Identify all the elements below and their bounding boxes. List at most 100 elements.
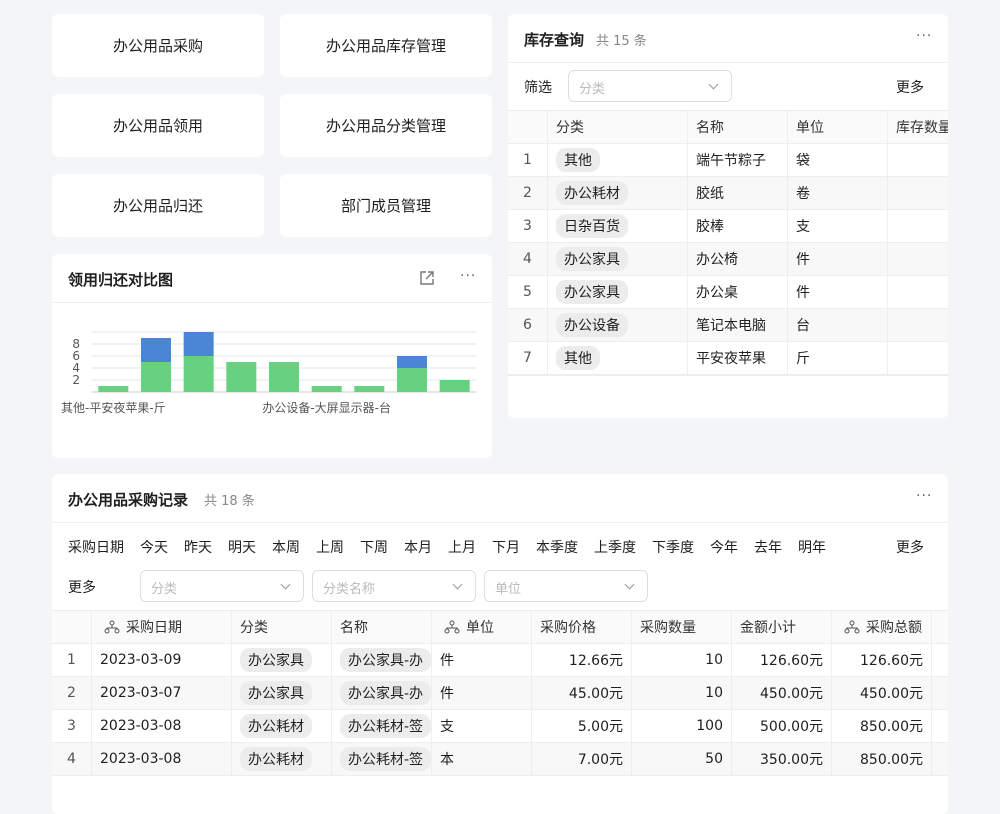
table-cell: 斤: [788, 342, 888, 375]
date-options: 今天 昨天 明天 本周 上周 下周 本月 上月 下月 本季度 上季度 下季度 今年 去年 明年: [140, 537, 826, 557]
date-option[interactable]: 上季度: [594, 540, 636, 556]
more-icon[interactable]: ···: [916, 488, 933, 504]
more-button[interactable]: 更多: [896, 540, 924, 556]
table-cell: 日杂百货: [548, 210, 688, 243]
table-cell: 办公家具: [232, 644, 332, 677]
date-option[interactable]: 明天: [228, 540, 256, 556]
header-cell: 采购价格: [532, 611, 632, 644]
cell-text: 850.00元: [860, 719, 923, 735]
table-cell: [888, 276, 948, 309]
date-option[interactable]: 本周: [272, 540, 300, 556]
filter-select[interactable]: 分类: [140, 570, 304, 602]
more-icon[interactable]: ···: [460, 268, 477, 284]
nav-button[interactable]: 办公用品领用: [52, 94, 264, 157]
card-title: 库存查询: [524, 31, 585, 49]
table-cell: 办公家具: [548, 276, 688, 309]
table-cell: 100: [632, 710, 732, 743]
table-cell: 平安夜苹果: [688, 342, 788, 375]
table-cell: [888, 144, 948, 177]
filter-select[interactable]: 分类: [568, 70, 732, 102]
filter-select[interactable]: 单位: [484, 570, 648, 602]
table-cell: 3: [508, 210, 548, 243]
cell-text: 台: [796, 318, 810, 334]
header-text: 采购价格: [540, 620, 596, 636]
date-option[interactable]: 下月: [492, 540, 520, 556]
date-option[interactable]: 下季度: [652, 540, 694, 556]
bar: [397, 356, 427, 368]
bar: [183, 356, 214, 392]
table-cell: 12.66元: [532, 644, 632, 677]
expand-icon[interactable]: [418, 269, 436, 287]
date-option[interactable]: 本月: [404, 540, 432, 556]
date-option[interactable]: 上月: [448, 540, 476, 556]
table-cell: 350.00元: [732, 743, 832, 776]
cell-text: 4: [523, 251, 532, 267]
table-cell: [888, 243, 948, 276]
bar: [311, 386, 342, 392]
filter-select[interactable]: 分类名称: [312, 570, 476, 602]
nav-button[interactable]: 办公用品采购: [52, 14, 264, 77]
y-tick-label: 8: [72, 337, 80, 351]
table-cell: 500.00元: [732, 710, 832, 743]
nav-button[interactable]: 办公用品库存管理: [280, 14, 492, 77]
bar: [141, 362, 171, 392]
cell-text: 卷: [796, 186, 810, 202]
date-option[interactable]: 今天: [140, 540, 168, 556]
header-text: 分类: [240, 620, 268, 636]
more-button[interactable]: 更多: [896, 80, 924, 96]
header-text: 采购总额: [866, 620, 922, 636]
date-option[interactable]: 下周: [360, 540, 388, 556]
date-option[interactable]: 上周: [316, 540, 344, 556]
bar: [141, 338, 171, 362]
date-option[interactable]: 今年: [710, 540, 738, 556]
cell-text: 2: [523, 185, 532, 201]
filter-label: 更多: [68, 580, 96, 596]
category-tag: 其他: [556, 148, 600, 172]
divider: [52, 522, 948, 523]
cell-text: 2023-03-07: [100, 685, 182, 701]
tag-text: 办公耗材-签: [340, 714, 431, 738]
date-filter-label: 采购日期: [68, 540, 124, 556]
table-cell: 3: [52, 710, 92, 743]
table-cell: 办公家具: [548, 243, 688, 276]
nav-button[interactable]: 办公用品分类管理: [280, 94, 492, 157]
cell-text: 45.00元: [568, 686, 623, 702]
nav-button[interactable]: 办公用品归还: [52, 174, 264, 237]
header-text: 单位: [466, 620, 494, 636]
table-cell: 件: [788, 276, 888, 309]
table-cell: 2: [508, 177, 548, 210]
cell-text: 100: [696, 718, 723, 734]
table-cell: 袋: [788, 144, 888, 177]
y-tick-label: 4: [72, 361, 80, 375]
header-cell: [932, 611, 948, 644]
cell-text: 2023-03-08: [100, 718, 182, 734]
header-cell: 金额小计: [732, 611, 832, 644]
record-count: 共 15 条: [596, 34, 647, 49]
header-cell: 名称: [688, 111, 788, 144]
header-cell: 分类: [548, 111, 688, 144]
header-cell: [508, 111, 548, 144]
tag-text: 办公家具-办: [340, 681, 431, 705]
table-cell: 450.00元: [832, 677, 932, 710]
cell-text: 10: [705, 652, 723, 668]
table-cell: 办公椅: [688, 243, 788, 276]
table-cell: 办公耗材: [232, 710, 332, 743]
group-icon: [104, 620, 120, 634]
cell-text: 5: [523, 284, 532, 300]
table-cell: 2: [52, 677, 92, 710]
date-option[interactable]: 去年: [754, 540, 782, 556]
cell-text: 7: [523, 350, 532, 366]
table-cell: [888, 342, 948, 375]
date-option[interactable]: 明年: [798, 540, 826, 556]
date-option[interactable]: 昨天: [184, 540, 212, 556]
table-cell: 办公耗材: [232, 743, 332, 776]
nav-button[interactable]: 部门成员管理: [280, 174, 492, 237]
divider: [508, 62, 948, 63]
more-icon[interactable]: ···: [916, 28, 933, 44]
date-option[interactable]: 本季度: [536, 540, 578, 556]
table-cell: [932, 710, 948, 743]
tag-text: 办公家具-办: [340, 648, 431, 672]
cell-text: 7.00元: [577, 752, 623, 768]
table-cell: 件: [788, 243, 888, 276]
